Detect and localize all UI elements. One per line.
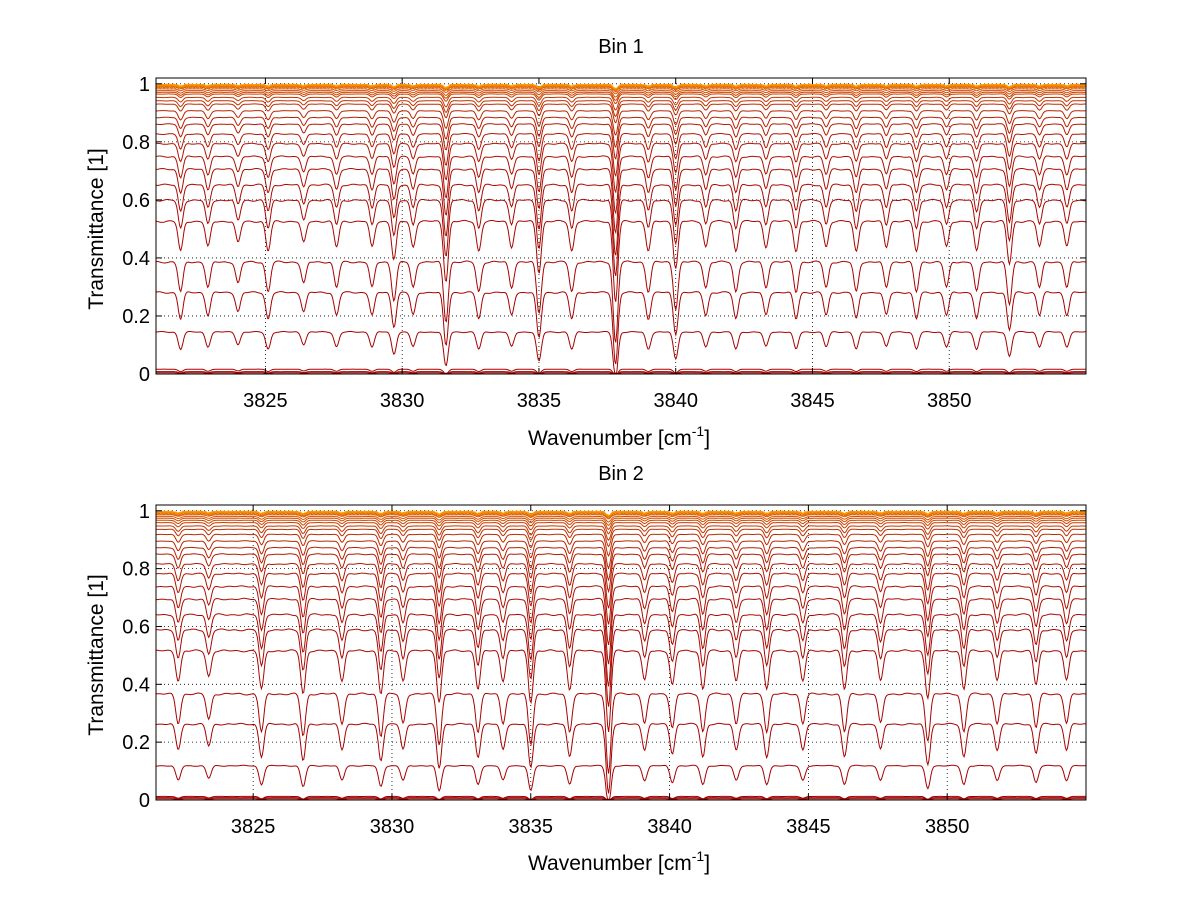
series-line [155, 613, 1087, 687]
y-tick-label: 0.4 [122, 248, 150, 270]
series-line [156, 89, 1086, 98]
y-axis-label: Transmittance [1] [85, 574, 108, 735]
series-line [155, 86, 1087, 93]
series-line [156, 368, 1086, 374]
x-tick-label: 3845 [790, 390, 835, 412]
series-line [155, 291, 1086, 365]
y-tick-label: 0.8 [122, 132, 150, 154]
x-axis-label-superscript: -1 [692, 423, 705, 439]
x-tick-label: 3825 [231, 816, 276, 838]
x-axis-label-close: ] [704, 852, 710, 875]
series-line [155, 123, 1086, 161]
x-tick-label: 3830 [380, 390, 425, 412]
series-line [156, 525, 1086, 542]
series-line [155, 155, 1087, 215]
x-tick-label: 3850 [925, 816, 970, 838]
x-axis-label: Wavenumber [cm-1] [528, 848, 710, 875]
series-line [155, 116, 1086, 149]
x-tick-label: 3835 [517, 390, 562, 412]
series-line [155, 572, 1087, 625]
x-tick-label: 3840 [647, 816, 692, 838]
series-line [156, 514, 1086, 520]
series-line [155, 330, 1087, 374]
x-tick-label: 3840 [653, 390, 698, 412]
y-tick-label: 1 [139, 74, 150, 96]
x-tick-label: 3835 [509, 816, 554, 838]
chart-bin-1: Bin 1 3825 3830 3835 3840 3845 3850 0 0.2 0.4 0.6… [85, 36, 1087, 450]
series-line [156, 88, 1086, 95]
x-axis-label-main: Wavenumber [cm [528, 427, 692, 450]
series-line [156, 597, 1087, 665]
series-line [155, 510, 1087, 517]
series-line [156, 260, 1087, 343]
x-axis-label-close: ] [704, 427, 710, 450]
x-tick-label: 3850 [927, 390, 972, 412]
tick-marks: 3825 3830 3835 3840 3845 3850 0 0.2 0.4 0.6 0.8 1 [122, 74, 1086, 412]
x-tick-label: 3830 [370, 816, 415, 838]
series-line [155, 692, 1087, 774]
chart-title: Bin 2 [598, 463, 644, 485]
y-tick-label: 0.4 [122, 674, 150, 696]
series-line [155, 167, 1087, 235]
series-line [156, 795, 1086, 800]
x-axis-label: Wavenumber [cm-1] [528, 423, 710, 450]
series-line [155, 93, 1086, 105]
x-axis-label-main: Wavenumber [cm [528, 852, 692, 875]
series-line [156, 517, 1087, 527]
y-tick-label: 1 [139, 501, 150, 523]
series-line [155, 628, 1086, 707]
y-axis-label: Transmittance [1] [85, 148, 108, 309]
series-line [155, 219, 1087, 302]
series-line [155, 546, 1086, 582]
series-line [155, 649, 1087, 732]
series-line [156, 519, 1086, 530]
series-line [156, 540, 1087, 570]
series-line [156, 96, 1087, 111]
series-line [156, 562, 1087, 609]
series-group [155, 510, 1087, 800]
series-line [155, 110, 1087, 136]
chart-bin-2: Bin 2 3825 3830 3835 3840 3845 3850 0 0.2 0.4 0.6… [85, 463, 1087, 875]
series-line [155, 585, 1087, 646]
series-line [156, 183, 1087, 256]
tick-marks: 3825 3830 3835 3840 3845 3850 0 0.2 0.4 0.6 0.8 1 [122, 501, 1086, 838]
series-line [156, 103, 1086, 124]
series-line [155, 132, 1087, 178]
y-tick-label: 0.6 [122, 190, 150, 212]
x-tick-label: 3845 [786, 816, 831, 838]
series-line [156, 764, 1087, 800]
chart-title: Bin 1 [598, 36, 644, 58]
series-line [156, 371, 1086, 374]
y-tick-label: 0.8 [122, 559, 150, 581]
series-line [156, 798, 1086, 800]
series-line [156, 521, 1087, 535]
series-line [156, 553, 1086, 594]
y-tick-label: 0.2 [122, 306, 150, 328]
series-line [156, 515, 1086, 523]
series-line [156, 100, 1087, 118]
axes-frame [155, 504, 1087, 801]
x-axis-label-superscript: -1 [692, 848, 705, 864]
series-line [155, 84, 1087, 91]
y-tick-label: 0.6 [122, 616, 150, 638]
y-tick-label: 0 [139, 364, 150, 386]
series-line [155, 83, 1087, 90]
x-tick-label: 3825 [243, 390, 288, 412]
series-line [156, 91, 1086, 101]
series-line [155, 528, 1086, 548]
series-line [155, 722, 1086, 794]
series-line [156, 797, 1086, 800]
axes-frame [155, 77, 1087, 375]
series-line [156, 533, 1086, 557]
series-group [155, 83, 1087, 374]
y-tick-label: 0.2 [122, 732, 150, 754]
y-tick-label: 0 [139, 790, 150, 812]
series-line [156, 142, 1087, 194]
series-line [156, 372, 1086, 374]
series-line [155, 198, 1086, 277]
